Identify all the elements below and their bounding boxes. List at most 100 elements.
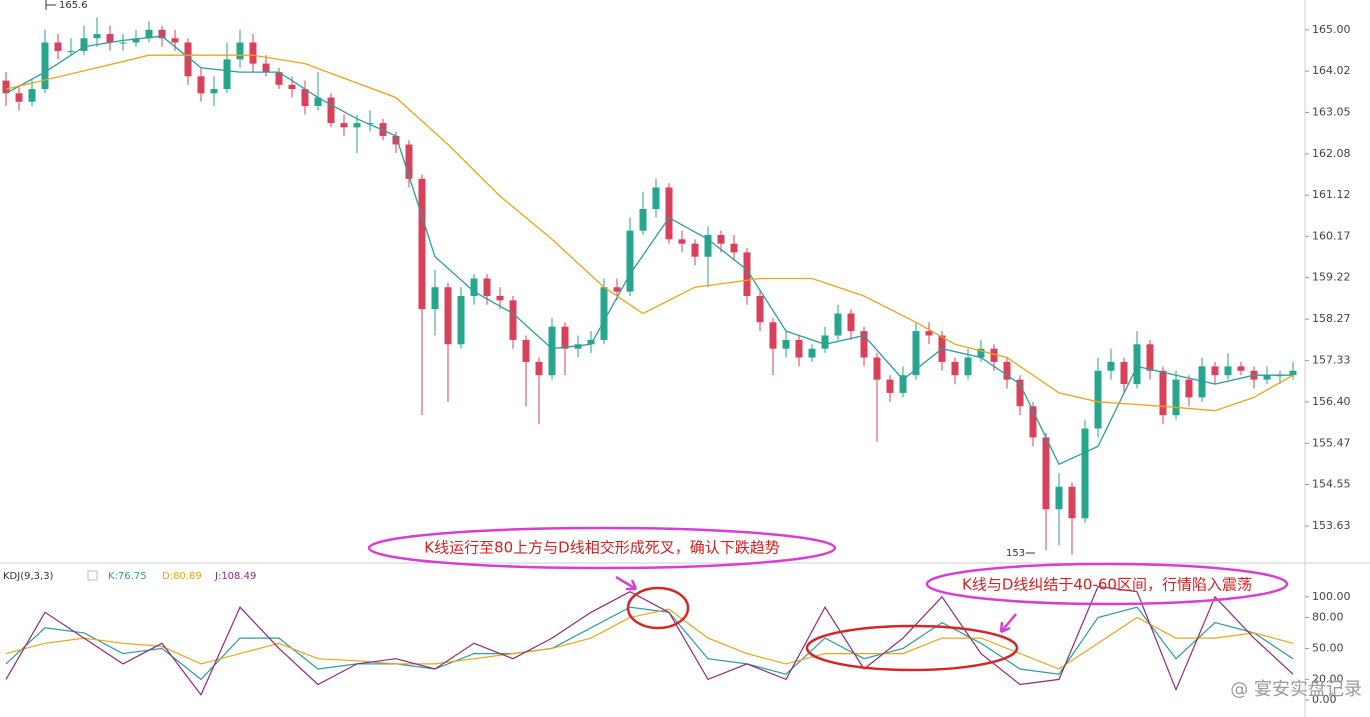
y-tick-label: 155.47 — [1312, 436, 1351, 449]
indicator-line — [5, 606, 1294, 681]
candle-body — [1185, 379, 1193, 398]
candle-body — [691, 243, 699, 257]
candle-body — [93, 34, 101, 39]
candle-body — [626, 230, 634, 292]
candle-body — [678, 239, 686, 244]
indicator-line — [5, 608, 1294, 670]
candle-body — [301, 89, 309, 107]
candle-body — [119, 42, 127, 44]
legend-d: D:80.89 — [162, 571, 202, 582]
y-tick-label: 50.00 — [1312, 641, 1344, 654]
candle-body — [782, 339, 790, 349]
candle-body — [847, 313, 855, 332]
candle-body — [1029, 406, 1037, 438]
candle-body — [158, 29, 166, 39]
candle-body — [15, 93, 23, 102]
candle-body — [1055, 486, 1063, 510]
y-tick-label: 162.08 — [1312, 147, 1351, 160]
candle-body — [717, 234, 725, 244]
candle-body — [873, 357, 881, 380]
candle-body — [171, 38, 179, 43]
candle-body — [665, 187, 673, 240]
settings-icon[interactable] — [87, 570, 98, 581]
candle-body — [418, 178, 426, 310]
candle-body — [1016, 379, 1024, 407]
y-tick-label: 0.00 — [1312, 693, 1337, 706]
candle-body — [1159, 370, 1167, 416]
candle-body — [54, 42, 62, 51]
candle-body — [41, 42, 49, 90]
candle-body — [1068, 486, 1076, 519]
y-tick-label: 157.33 — [1312, 354, 1351, 367]
candle-body — [1081, 428, 1089, 519]
candle-body — [197, 76, 205, 94]
low-marker: 153 — [1006, 548, 1025, 559]
candle-body — [977, 348, 985, 358]
candle-body — [639, 209, 647, 231]
y-tick-label: 161.12 — [1312, 188, 1351, 201]
y-tick-label: 159.22 — [1312, 271, 1351, 284]
y-tick-label: 80.00 — [1312, 610, 1344, 623]
candle-body — [860, 331, 868, 358]
candle-body — [496, 295, 504, 301]
candle-body — [535, 361, 543, 376]
candle-body — [587, 339, 595, 345]
y-tick-label: 163.05 — [1312, 105, 1351, 118]
moving-average — [5, 35, 1293, 466]
annotation: K线运行至80上方与D线相交形成死叉，确认下跌趋势 — [424, 539, 779, 557]
candle-body — [28, 89, 36, 102]
indicator-title: KDJ(9,3,3) — [3, 571, 54, 582]
candle-body — [340, 123, 348, 128]
annotation-arrow — [999, 613, 1017, 634]
candle-body — [795, 339, 803, 358]
candle-body — [223, 59, 231, 90]
candle-body — [327, 97, 335, 124]
y-tick-label: 153.63 — [1312, 519, 1351, 532]
candle-body — [262, 63, 270, 73]
candle-body — [132, 38, 140, 43]
y-tick-label: 154.55 — [1312, 478, 1351, 491]
y-tick-label: 20.00 — [1312, 672, 1344, 685]
highlight-ellipse — [626, 586, 690, 630]
candle-body — [366, 123, 374, 125]
candle-body — [1146, 344, 1154, 371]
candle-body — [1172, 379, 1180, 416]
candle-body — [522, 339, 530, 362]
candle-body — [1120, 361, 1128, 385]
annotation-ellipse — [925, 562, 1289, 606]
y-tick-label: 158.27 — [1312, 312, 1351, 325]
candle-body — [561, 326, 569, 349]
candle-body — [1237, 366, 1245, 371]
candle-body — [405, 144, 413, 179]
candle-body — [730, 243, 738, 253]
legend-k: K:76.75 — [108, 571, 147, 582]
candle-body — [1042, 437, 1050, 510]
candle-body — [964, 357, 972, 376]
candle-body — [925, 331, 933, 336]
candle-body — [1107, 361, 1115, 371]
legend-j: J:108.49 — [214, 571, 256, 582]
candle-body — [704, 234, 712, 257]
high-marker: 165.6 — [59, 0, 88, 11]
candle-body — [2, 80, 10, 94]
candle-body — [483, 278, 491, 296]
candle-body — [574, 344, 582, 349]
candle-body — [548, 326, 556, 376]
candle-body — [457, 295, 465, 345]
y-tick-label: 100.00 — [1312, 590, 1351, 603]
candle-body — [912, 331, 920, 376]
candle-body — [821, 335, 829, 349]
annotation-arrow — [615, 575, 638, 591]
candle-body — [236, 42, 244, 60]
candle-body — [769, 322, 777, 349]
candle-body — [1094, 370, 1102, 429]
candle-body — [431, 287, 439, 310]
candle-body — [1198, 366, 1206, 398]
candle-body — [1224, 366, 1232, 376]
candle-body — [509, 300, 517, 340]
candle-body — [1133, 344, 1141, 385]
candle-body — [392, 135, 400, 145]
candle-body — [808, 348, 816, 358]
plot-area: 165.00 164.02 163.05 162.08 161.12 160.17 159.… — [2, 17, 1351, 706]
candle-body — [886, 379, 894, 393]
